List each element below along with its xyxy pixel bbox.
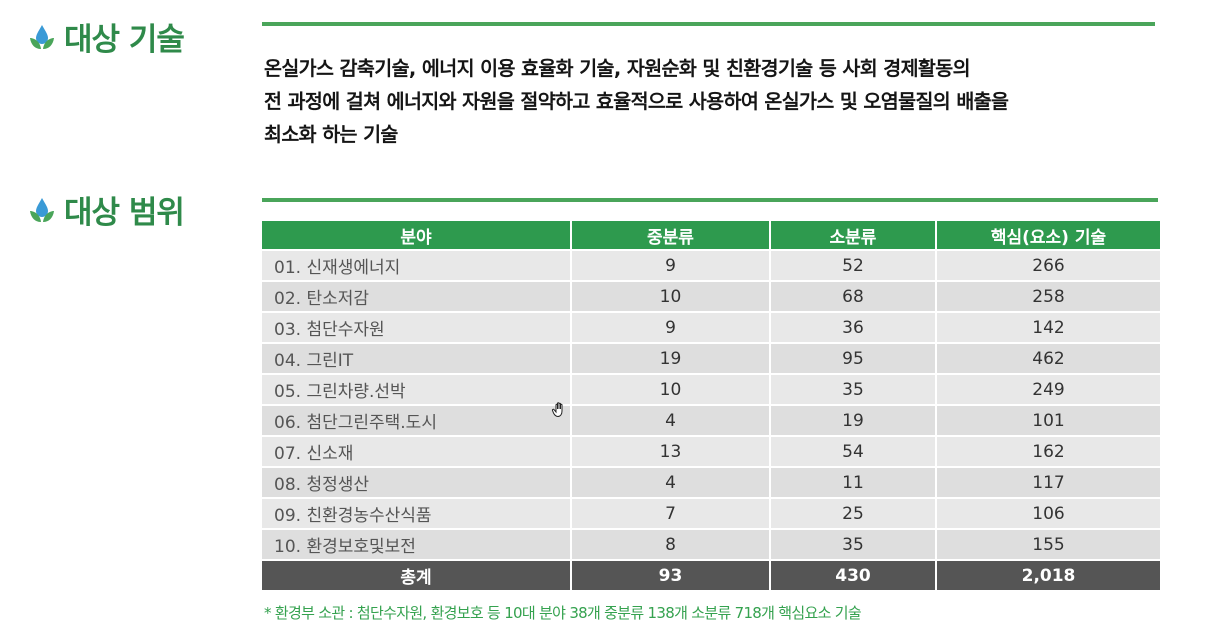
total-label: 총계 — [262, 559, 572, 590]
cell-field: 08. 청정생산 — [262, 466, 572, 498]
cell-field: 07. 신소재 — [262, 435, 572, 467]
scope-table: 분야 중분류 소분류 핵심(요소) 기술 01. 신재생에너지 9 52 266… — [262, 221, 1160, 590]
cell-sub: 36 — [770, 311, 937, 343]
cell-field: 05. 그린차량.선박 — [262, 373, 572, 405]
cell-sub: 35 — [770, 528, 937, 560]
cell-core: 162 — [936, 435, 1160, 467]
table-row: 02. 탄소저감 10 68 258 — [262, 280, 1160, 312]
header-middle-category: 중분류 — [571, 221, 771, 250]
description-line: 전 과정에 걸쳐 에너지와 자원을 절약하고 효율적으로 사용하여 온실가스 및… — [264, 90, 1009, 113]
cell-middle: 8 — [571, 528, 771, 560]
cell-core: 266 — [936, 249, 1160, 281]
cell-core: 142 — [936, 311, 1160, 343]
table-row: 04. 그린IT 19 95 462 — [262, 342, 1160, 374]
water-drop-leaf-icon — [30, 197, 54, 222]
water-drop-leaf-icon — [30, 24, 54, 49]
total-core: 2,018 — [936, 559, 1160, 590]
cell-sub: 95 — [770, 342, 937, 374]
header-core-tech: 핵심(요소) 기술 — [936, 221, 1160, 250]
table-row: 03. 첨단수자원 9 36 142 — [262, 311, 1160, 343]
cell-sub: 52 — [770, 249, 937, 281]
cell-core: 249 — [936, 373, 1160, 405]
total-sub: 430 — [770, 559, 937, 590]
cell-middle: 9 — [571, 249, 771, 281]
cell-middle: 4 — [571, 404, 771, 436]
cell-field: 09. 친환경농수산식품 — [262, 497, 572, 529]
cell-core: 106 — [936, 497, 1160, 529]
header-field: 분야 — [262, 221, 572, 250]
cell-field: 10. 환경보호및보전 — [262, 528, 572, 560]
cell-sub: 19 — [770, 404, 937, 436]
cell-sub: 54 — [770, 435, 937, 467]
cell-sub: 25 — [770, 497, 937, 529]
table-header-row: 분야 중분류 소분류 핵심(요소) 기술 — [262, 221, 1160, 250]
cell-core: 155 — [936, 528, 1160, 560]
total-middle: 93 — [571, 559, 771, 590]
heading-rule — [262, 198, 1158, 202]
table-row: 05. 그린차량.선박 10 35 249 — [262, 373, 1160, 405]
heading-rule — [262, 22, 1155, 26]
cell-middle: 10 — [571, 280, 771, 312]
cell-core: 101 — [936, 404, 1160, 436]
cell-field: 03. 첨단수자원 — [262, 311, 572, 343]
heading-title: 대상 기술 — [64, 22, 185, 58]
table-row: 06. 첨단그린주택.도시 4 19 101 — [262, 404, 1160, 436]
table-row: 07. 신소재 13 54 162 — [262, 435, 1160, 467]
cell-field: 02. 탄소저감 — [262, 280, 572, 312]
table-total-row: 총계 93 430 2,018 — [262, 559, 1160, 590]
description-line: 최소화 하는 기술 — [264, 123, 398, 146]
header-sub-category: 소분류 — [770, 221, 937, 250]
cell-middle: 4 — [571, 466, 771, 498]
cell-middle: 7 — [571, 497, 771, 529]
heading-target-tech: 대상 기술 — [28, 14, 185, 59]
cell-core: 258 — [936, 280, 1160, 312]
cell-field: 04. 그린IT — [262, 342, 572, 374]
cell-field: 06. 첨단그린주택.도시 — [262, 404, 572, 436]
cell-middle: 10 — [571, 373, 771, 405]
cell-sub: 11 — [770, 466, 937, 498]
cell-field: 01. 신재생에너지 — [262, 249, 572, 281]
cell-core: 462 — [936, 342, 1160, 374]
cell-core: 117 — [936, 466, 1160, 498]
heading-title: 대상 범위 — [64, 195, 185, 231]
footnote: * 환경부 소관 : 첨단수자원, 환경보호 등 10대 분야 38개 중분류 … — [264, 604, 862, 622]
description: 온실가스 감축기술, 에너지 이용 효율화 기술, 자원순화 및 친환경기술 등… — [264, 52, 1204, 151]
table-row: 01. 신재생에너지 9 52 266 — [262, 249, 1160, 281]
table-row: 10. 환경보호및보전 8 35 155 — [262, 528, 1160, 560]
cell-middle: 19 — [571, 342, 771, 374]
description-line: 온실가스 감축기술, 에너지 이용 효율화 기술, 자원순화 및 친환경기술 등… — [264, 57, 971, 80]
heading-target-scope: 대상 범위 — [28, 187, 185, 232]
cell-sub: 68 — [770, 280, 937, 312]
cell-sub: 35 — [770, 373, 937, 405]
table-row: 09. 친환경농수산식품 7 25 106 — [262, 497, 1160, 529]
table-row: 08. 청정생산 4 11 117 — [262, 466, 1160, 498]
cell-middle: 13 — [571, 435, 771, 467]
hand-cursor-icon — [551, 402, 563, 418]
cell-middle: 9 — [571, 311, 771, 343]
